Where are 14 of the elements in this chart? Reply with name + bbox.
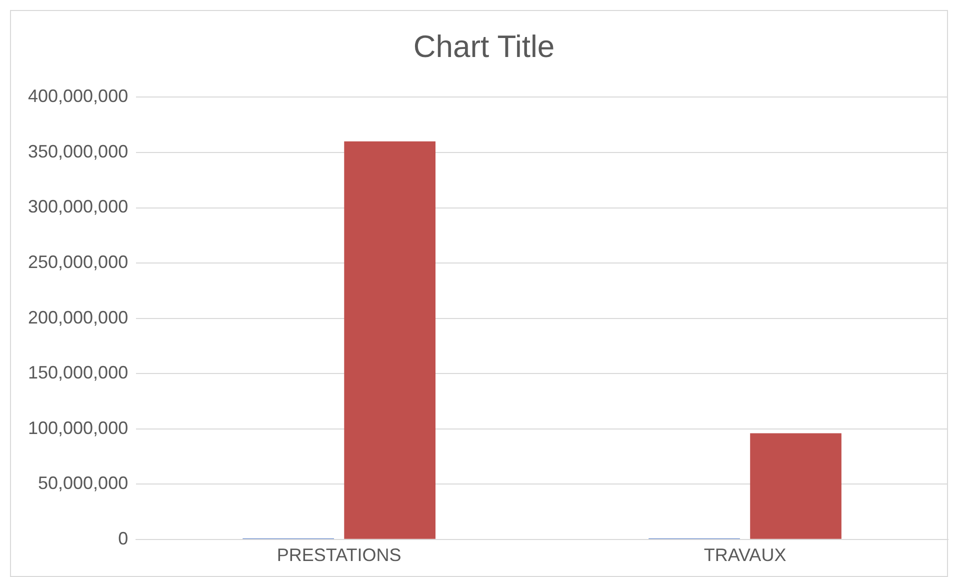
y-tick-label: 250,000,000 (28, 252, 128, 272)
y-tick-label: 300,000,000 (28, 196, 128, 217)
y-tick-label: 200,000,000 (28, 307, 128, 328)
y-tick-label: 0 (118, 528, 128, 548)
bar (344, 141, 436, 539)
y-tick-label: 350,000,000 (28, 141, 128, 162)
y-tick-label: 50,000,000 (38, 473, 128, 494)
y-tick-label: 400,000,000 (28, 86, 128, 106)
bar (750, 433, 842, 539)
x-tick-label: TRAVAUX (704, 545, 786, 566)
x-tick-label: PRESTATIONS (276, 545, 402, 566)
chart-title: Chart Title (413, 29, 555, 64)
y-tick-label: 150,000,000 (28, 362, 128, 383)
y-tick-label: 100,000,000 (28, 418, 128, 438)
